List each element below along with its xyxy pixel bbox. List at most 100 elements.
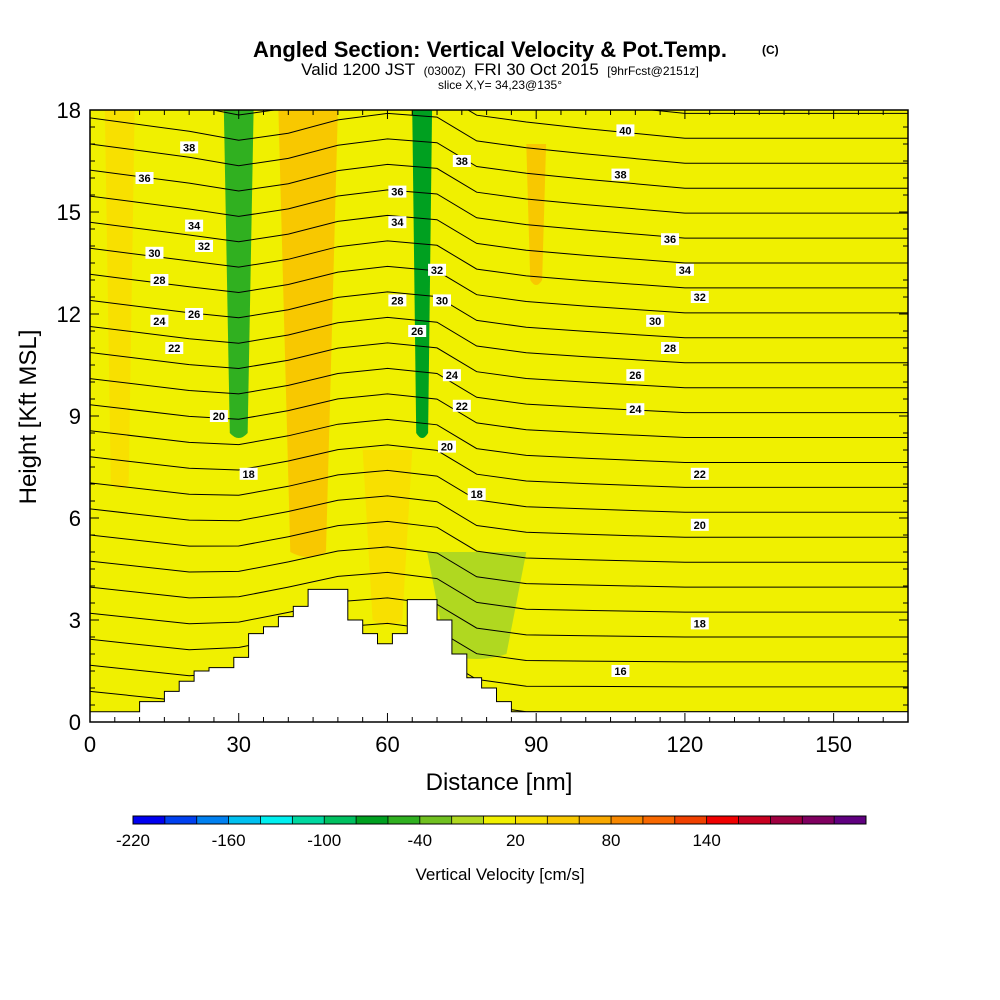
contour-label: 30 (145, 246, 164, 260)
colorbar-swatch (547, 816, 580, 824)
y-tick-label: 12 (57, 302, 81, 327)
contour-label-box (690, 291, 709, 303)
contour-label: 36 (388, 185, 407, 199)
contour-label-box (388, 294, 407, 307)
contour-label: 18 (239, 467, 258, 481)
colorbar-swatch (356, 816, 389, 824)
isentrope-line (90, 367, 908, 414)
contour-label-text: 26 (411, 326, 423, 338)
colorbar-swatch (515, 816, 548, 824)
contour-label-box (690, 518, 709, 531)
contour-label-box (452, 155, 471, 167)
colorbar-swatch (579, 816, 612, 824)
colorbar-tick-label: 80 (602, 831, 621, 850)
contour-label: 16 (611, 665, 630, 678)
x-tick-label: 60 (375, 732, 399, 757)
contour-label-box (661, 342, 680, 354)
contour-label-text: 18 (694, 618, 706, 630)
colorbar-swatch (451, 816, 484, 824)
contour-label-text: 38 (183, 142, 195, 154)
contour-label-text: 20 (441, 442, 453, 454)
chart-title-unit: (C) (762, 43, 779, 57)
colorbar-tick-label: -100 (307, 831, 341, 850)
contour-label-box (432, 294, 451, 307)
contour-label-box (611, 665, 630, 677)
contour-label-box (185, 219, 204, 232)
colorbar-tick-label: 20 (506, 831, 525, 850)
colorbar-frame (132, 815, 867, 825)
x-tick-label: 120 (667, 732, 704, 757)
colorbar-label: Vertical Velocity [cm/s] (415, 865, 584, 884)
chart-subtitle: Valid 1200 JST (0300Z) FRI 30 Oct 2015 [… (301, 60, 699, 79)
contour-label-text: 24 (446, 370, 459, 382)
y-tick-label: 9 (69, 404, 81, 429)
isentrope-line (90, 469, 908, 513)
colorbar-swatch (196, 816, 229, 824)
x-tick-label: 30 (226, 732, 250, 757)
isentrope-line (90, 138, 908, 189)
contour-label-box (239, 467, 258, 480)
contour-label-text: 40 (619, 125, 631, 137)
contour-label-box (452, 399, 471, 412)
isentrope-line (90, 418, 908, 463)
subtitle-utc-time: (0300Z) (424, 64, 466, 78)
field-weak-patch (674, 518, 785, 671)
contour-label-box (646, 314, 665, 327)
contour-label-text: 28 (153, 275, 165, 287)
contour-label-text: 28 (391, 295, 403, 307)
contour-label-text: 22 (694, 469, 706, 481)
colorbar: -220 -160 -100 -40 20 80 140 (116, 815, 867, 850)
isentrope-line (90, 393, 908, 438)
contour-label: 24 (150, 314, 169, 328)
colorbar-swatch (611, 816, 644, 824)
isentrope-line (90, 520, 908, 563)
colorbar-swatch (802, 816, 835, 824)
contour-label-box (661, 233, 680, 246)
contour-label: 34 (675, 263, 694, 277)
contour-label-text: 30 (436, 295, 448, 307)
contour-label-box (145, 246, 164, 259)
contour-label-text: 38 (456, 156, 468, 168)
contour-label-text: 32 (198, 241, 210, 253)
field-weak-patch (585, 613, 675, 712)
contour-label: 38 (180, 141, 199, 154)
y-tick-label: 0 (69, 710, 81, 735)
colorbar-swatch (324, 816, 357, 824)
isentrope-line (90, 444, 908, 488)
contour-label: 32 (690, 291, 709, 304)
y-tick-label: 6 (69, 506, 81, 531)
contour-label-box (626, 403, 645, 416)
contour-label-text: 34 (188, 221, 201, 233)
y-tick-label: 18 (57, 98, 81, 123)
contour-label-text: 26 (629, 370, 641, 382)
contour-label-box (408, 325, 427, 337)
isentrope-line (90, 495, 908, 538)
contour-label-text: 32 (431, 265, 443, 277)
velocity-field (90, 110, 908, 722)
colorbar-tick-label: -220 (116, 831, 150, 850)
contour-label: 34 (388, 216, 407, 229)
isentrope-line (90, 112, 908, 164)
contour-label: 24 (626, 403, 645, 416)
contour-label-text: 22 (456, 401, 468, 413)
contour-label-text: 20 (213, 411, 225, 423)
contour-label-text: 24 (629, 404, 642, 416)
contour-label-box (690, 467, 709, 480)
contour-label-box (616, 124, 635, 137)
isentrope-line (90, 240, 908, 289)
contour-label: 24 (442, 369, 461, 382)
colorbar-tick-label: 140 (692, 831, 720, 850)
contour-label-text: 28 (664, 343, 676, 355)
y-axis-label: Height [Kft MSL] (15, 330, 42, 505)
contour-label-text: 32 (694, 292, 706, 304)
y-tick-label: 15 (57, 200, 81, 225)
contour-label-box (675, 263, 694, 276)
contour-labels: 38 36 34 32 30 28 26 24 22 20 18 36 34 38 32 30 28 26 24 22… (135, 124, 709, 678)
contour-label-text: 38 (614, 170, 626, 182)
contour-label: 40 (616, 124, 635, 137)
contour-label-text: 34 (391, 217, 404, 229)
contour-label: 28 (661, 342, 680, 355)
contour-label-box (442, 369, 461, 382)
isentrope-line (90, 546, 908, 588)
